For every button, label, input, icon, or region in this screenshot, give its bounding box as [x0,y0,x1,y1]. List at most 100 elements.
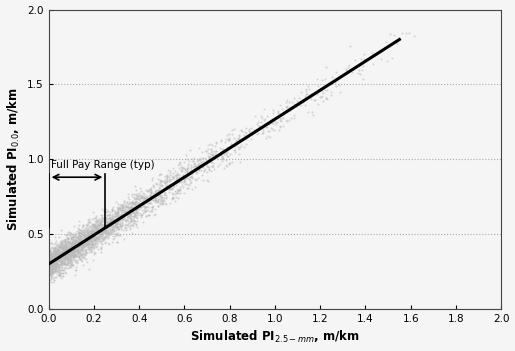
Point [52,255,60,261]
Point [53,268,61,273]
Point [133,205,141,211]
Point [53,248,61,253]
Point [56,252,64,258]
Point [49,267,58,272]
Point [89,227,97,233]
Point [90,233,98,238]
Point [53,249,61,255]
Point [57,245,65,251]
Point [66,247,74,252]
Point [94,246,102,251]
Point [47,276,55,281]
Point [49,256,58,261]
Point [82,226,91,231]
Point [89,234,97,240]
Point [108,216,116,221]
Point [114,226,122,231]
Point [107,221,115,227]
Point [146,192,154,198]
Point [83,230,92,236]
Point [63,258,72,264]
Point [53,250,61,255]
Point [89,237,97,243]
Point [179,190,187,196]
Point [181,167,189,173]
Point [66,254,74,259]
Point [89,222,97,227]
Point [55,254,63,259]
Point [62,245,71,251]
Point [247,136,255,142]
Point [64,255,72,261]
Point [66,251,74,257]
Point [56,244,64,250]
Point [153,193,162,199]
Point [76,250,84,255]
Point [106,223,114,229]
Point [77,236,85,241]
Point [78,227,87,233]
Point [113,208,122,214]
Point [61,250,69,255]
Point [72,239,80,244]
Point [85,235,93,240]
Point [207,146,215,152]
Point [103,226,111,232]
Point [135,190,144,196]
Point [221,150,230,156]
Point [48,263,57,269]
Point [52,258,60,264]
Point [55,264,63,270]
Point [171,183,180,188]
Point [66,252,74,257]
Point [86,228,94,234]
Point [223,145,231,151]
Point [123,218,131,223]
Point [126,226,134,232]
Point [235,132,244,138]
Point [80,234,89,240]
Point [52,265,60,271]
Point [124,201,132,207]
Point [58,274,66,279]
Point [190,155,198,161]
Point [148,193,157,198]
Point [75,244,83,249]
Point [71,233,79,239]
Point [51,264,59,269]
Point [55,254,63,260]
Point [95,224,103,230]
Point [57,241,65,246]
Point [104,208,112,214]
Point [63,250,72,256]
Point [107,218,115,224]
Point [56,243,64,248]
Point [45,270,53,276]
Point [100,227,109,233]
Point [50,266,59,272]
Point [109,217,117,223]
Point [50,257,58,262]
Point [112,221,120,226]
Point [130,211,139,217]
Point [239,137,247,143]
Point [77,242,85,247]
Point [53,252,61,258]
Point [262,135,270,140]
Point [52,253,60,258]
Point [46,280,55,285]
Point [67,242,75,248]
Point [169,175,177,180]
Point [91,231,99,236]
Point [181,166,190,172]
Point [70,238,78,243]
Point [76,242,84,247]
Point [52,249,60,255]
Point [61,247,70,252]
Point [51,249,59,254]
Point [61,246,70,252]
Point [74,250,82,256]
Point [137,204,145,210]
Point [93,229,101,234]
Point [230,127,238,132]
